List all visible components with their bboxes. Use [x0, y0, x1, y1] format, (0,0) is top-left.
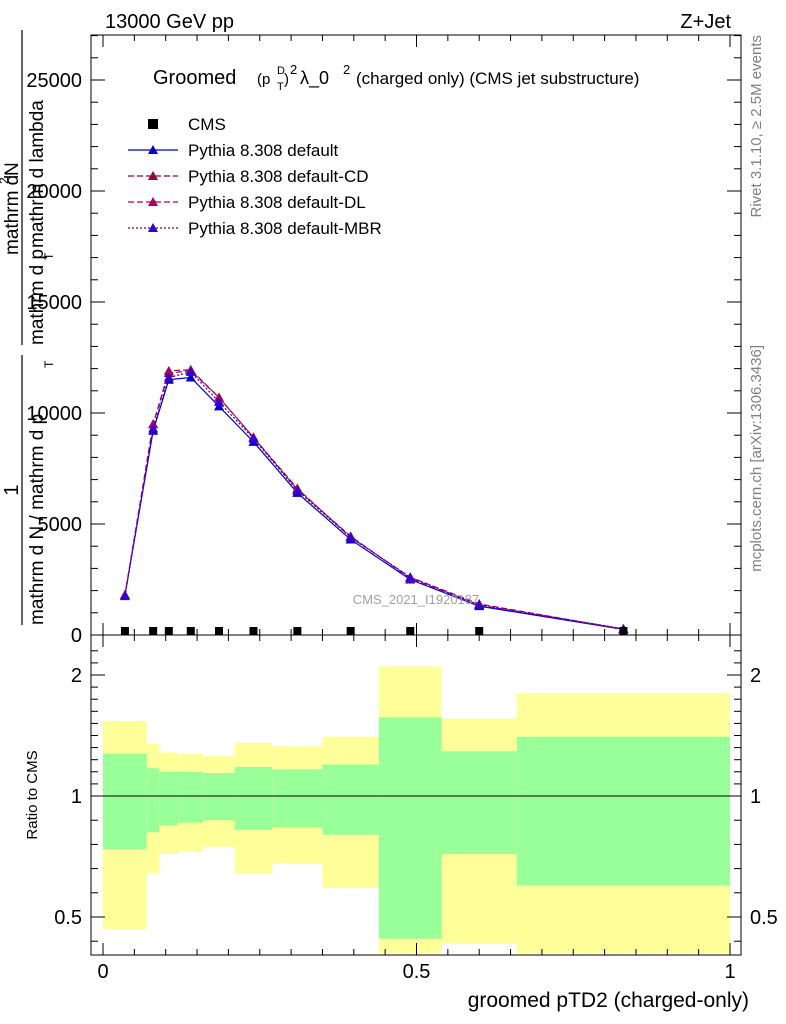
ylabel-right-den: mathrm d p [27, 249, 48, 345]
series-line [124, 371, 624, 630]
legend-marker [148, 197, 158, 206]
ratio-band-green [378, 717, 442, 939]
title-groomed: Groomed [153, 67, 236, 89]
ratio-ylabel: Ratio to CMS [24, 750, 41, 839]
legend-marker [148, 171, 158, 180]
series-marker [248, 433, 259, 443]
axis-ticks: 0 0.5 1 0 5000 10000 15000 20000 25000 0.5 0.5 1 1 2 2 [26, 35, 778, 983]
legend-marker [148, 145, 158, 154]
title-lambda: λ_0 [300, 68, 329, 89]
ratio-band-green [441, 751, 517, 855]
series-marker [163, 365, 174, 375]
cms-point [164, 627, 173, 635]
cms-point [406, 627, 415, 635]
series-marker [185, 372, 196, 382]
cms-point [149, 627, 158, 635]
y-tick-label: 10000 [26, 403, 82, 425]
cms-point [475, 627, 484, 635]
ratio-y-tick-label-right: 0.5 [750, 907, 778, 929]
y-tick-label: 5000 [38, 514, 83, 536]
series-line [124, 370, 624, 630]
ratio-band-green [146, 768, 160, 833]
series-marker [345, 532, 356, 542]
y-tick-label: 20000 [26, 181, 82, 203]
ratio-band-green [234, 766, 273, 830]
ylabel-right-num-tail: N [2, 162, 23, 176]
title-sup-D: D [277, 65, 285, 77]
cms-point [619, 627, 628, 635]
x-tick-label: 0.5 [403, 961, 431, 983]
series-line [124, 369, 624, 630]
cms-point [293, 627, 302, 635]
ratio-band-green [159, 771, 179, 826]
ylabel-right-den-sub: T [42, 252, 56, 260]
title-paren-close: ) [284, 71, 289, 88]
legend-label: Pythia 8.308 default-MBR [188, 219, 382, 238]
ylabel-denom-sub: T [42, 360, 56, 368]
y-tick-label: 15000 [26, 292, 82, 314]
ylabel-right-num: mathrm d [2, 175, 23, 255]
legend: CMS Pythia 8.308 default Pythia 8.308 defa… [128, 115, 382, 238]
side-mcplots: mcplots.cern.ch [arXiv:1306.3436] [748, 345, 765, 572]
series-marker [163, 372, 174, 382]
y-tick-label: 25000 [26, 70, 82, 92]
ylabel-one: 1 [1, 484, 23, 495]
y-tick-label: 0 [71, 625, 82, 647]
legend-label: CMS [188, 115, 226, 134]
ylabel-right-den-tail: mathrm d lambda [27, 100, 48, 248]
title-sub-T: T [277, 81, 284, 93]
ratio-bands [103, 666, 730, 954]
cms-point [186, 627, 195, 635]
header-left: 13000 GeV pp [105, 11, 234, 33]
cms-point [346, 627, 355, 635]
header-right: Z+Jet [680, 11, 731, 33]
ylabel-denom: mathrm d N / mathrm d p [27, 414, 48, 625]
cms-point [249, 627, 258, 635]
ratio-band-green [516, 736, 730, 886]
title-sup-2b: 2 [343, 62, 350, 77]
ratio-band-green [272, 769, 323, 828]
ratio-y-tick-label: 0.5 [54, 907, 82, 929]
series-marker [405, 572, 416, 582]
ratio-band-green [322, 764, 379, 835]
title-paren-open: (p [257, 71, 270, 88]
title-sup-2a: 2 [290, 62, 297, 77]
ratio-y-tick-label: 1 [71, 786, 82, 808]
ratio-band-green [178, 771, 204, 823]
legend-marker [148, 223, 158, 232]
x-tick-label: 0 [97, 961, 108, 983]
legend-label: Pythia 8.308 default-DL [188, 193, 366, 212]
series-marker [148, 423, 159, 433]
legend-label: Pythia 8.308 default-CD [188, 167, 369, 186]
side-rivet: Rivet 3.1.10, ≥ 2.5M events [748, 35, 765, 218]
legend-label: Pythia 8.308 default [188, 141, 339, 160]
series-marker [292, 485, 303, 495]
main-ylabel: 1 mathrm d N / mathrm d p T mathrm d 2 N… [0, 30, 56, 625]
ratio-band-green [203, 773, 235, 821]
series-marker [213, 396, 224, 406]
ratio-band-green [103, 753, 147, 850]
ratio-y-tick-label-right: 1 [750, 786, 761, 808]
cms-point [214, 627, 223, 635]
plot-title: Groomed (p D T ) 2 λ_0 2 (charged only) … [153, 62, 639, 93]
series-marker [119, 591, 130, 601]
cms-point [120, 627, 129, 635]
legend-marker [148, 119, 158, 129]
series-marker [474, 600, 485, 610]
xlabel: groomed pTD2 (charged-only) [468, 989, 749, 1012]
ratio-y-tick-label-right: 2 [750, 665, 761, 687]
x-tick-label: 1 [724, 961, 735, 983]
cms-points [120, 627, 628, 635]
watermark: CMS_2021_I1920187 [353, 592, 480, 607]
title-rest: (charged only) (CMS jet substructure) [356, 69, 639, 88]
ratio-y-tick-label: 2 [71, 665, 82, 687]
ylabel-right-num-sup: 2 [0, 177, 11, 184]
series-marker [185, 366, 196, 376]
